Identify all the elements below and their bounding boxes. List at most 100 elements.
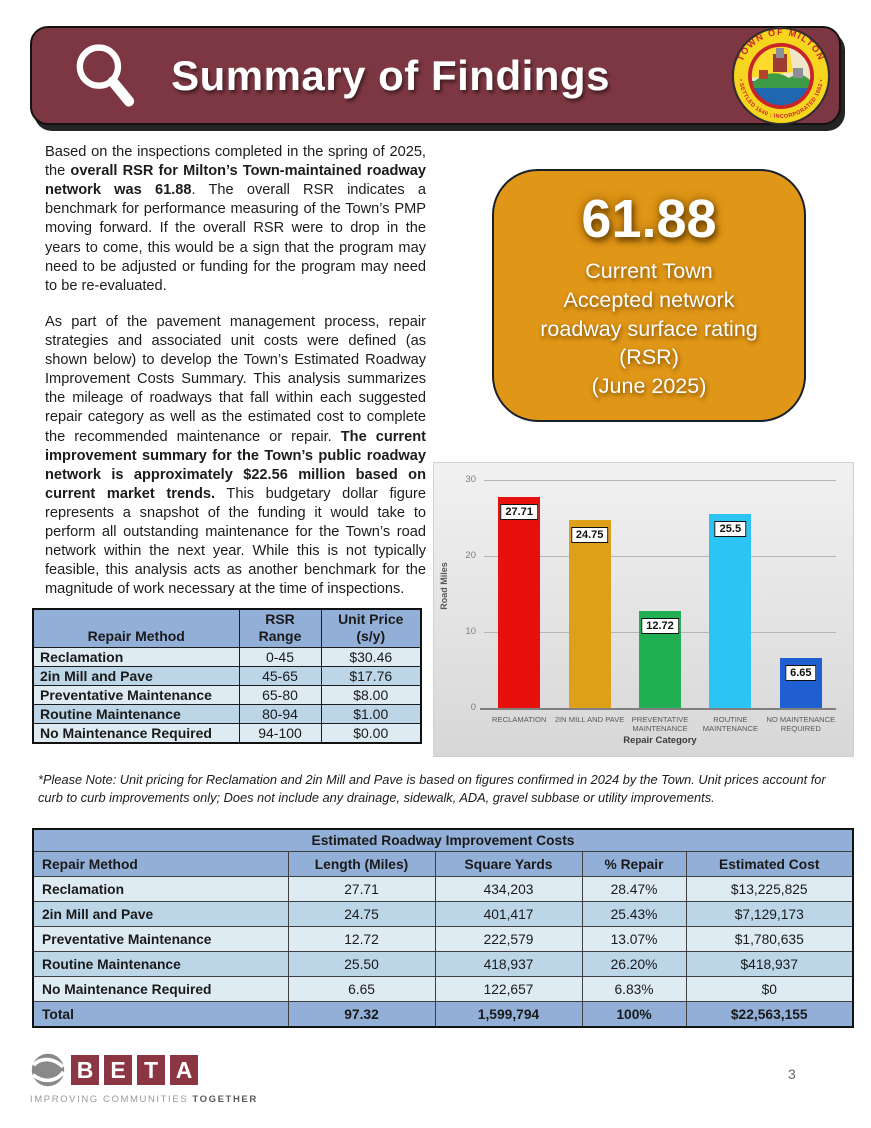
beta-letter-tile: T: [137, 1055, 165, 1085]
town-of-milton-seal-icon: TOWN OF MILTON • SETTLED 1640 : INCORPOR…: [732, 27, 830, 125]
costs-cell: $13,225,825: [685, 876, 854, 902]
chart-x-axis-title: Repair Category: [623, 735, 697, 746]
costs-header-cell: Repair Method: [32, 851, 289, 877]
costs-cell: 401,417: [434, 901, 583, 927]
costs-cell: $418,937: [685, 951, 854, 977]
footnote-text: *Please Note: Unit pricing for Reclamati…: [38, 772, 826, 806]
costs-cell: Reclamation: [32, 876, 289, 902]
unit-price-row: Reclamation 0-45 $30.46: [32, 646, 422, 667]
unit-price-cell: $8.00: [320, 684, 422, 705]
costs-total-cell: 97.32: [287, 1001, 436, 1028]
chart-y-tick-label: 30: [465, 474, 476, 485]
chart-y-tick-label: 0: [470, 702, 476, 713]
bar-value-label: 24.75: [570, 526, 609, 543]
costs-cell: 28.47%: [581, 876, 687, 902]
beta-tagline-normal: IMPROVING COMMUNITIES: [30, 1094, 193, 1105]
rsr-caption-line: Accepted network: [563, 287, 735, 312]
unit-price-cell: $0.00: [320, 722, 422, 744]
costs-header-cell: % Repair: [581, 851, 687, 877]
unit-price-table: Repair Method RSR Range Unit Price (s/y) R…: [32, 608, 422, 744]
text-segment: . The overall RSR indicates a benchmark …: [45, 182, 426, 294]
costs-cell: 6.83%: [581, 976, 687, 1002]
unit-price-cell: 80-94: [238, 703, 322, 724]
bar-routine-maintenance: [709, 514, 752, 708]
costs-row: Reclamation 27.71 434,203 28.47% $13,225,825: [32, 876, 854, 902]
rsr-caption-line: roadway surface rating: [540, 316, 758, 341]
bar-value-label: 12.72: [641, 618, 679, 635]
costs-header-cell: Estimated Cost: [685, 851, 854, 877]
bar-reclamation: [498, 497, 541, 708]
costs-cell: 24.75: [287, 901, 436, 927]
unit-price-cell: Preventative Maintenance: [32, 684, 240, 705]
unit-price-cell: 65-80: [238, 684, 322, 705]
costs-table-title: Estimated Roadway Improvement Costs: [32, 828, 854, 852]
intro-paragraph-1: Based on the inspections completed in th…: [45, 143, 426, 296]
chart-gridline: [484, 556, 836, 557]
costs-header-cell: Square Yards: [434, 851, 583, 877]
page-title: Summary of Findings: [171, 51, 610, 99]
chart-category-label: PREVENTATIVE MAINTENANCE: [631, 715, 689, 734]
costs-cell: 6.65: [287, 976, 436, 1002]
rsr-value: 61.88: [581, 188, 717, 249]
costs-cell: $1,780,635: [685, 926, 854, 952]
costs-table-title-row: Estimated Roadway Improvement Costs: [32, 828, 854, 852]
unit-price-cell: $17.76: [320, 665, 422, 686]
costs-total-row: Total 97.32 1,599,794 100% $22,563,155: [32, 1001, 854, 1028]
bar-2in-mill-and-pave: [568, 519, 611, 708]
costs-cell: 222,579: [434, 926, 583, 952]
road-miles-bar-chart: Road Miles Repair Category 0 10 20 30 27.71 R…: [433, 462, 854, 757]
chart-category-label: NO MAINTENANCE REQUIRED: [766, 715, 836, 734]
unit-price-header-cell: RSR Range: [238, 608, 322, 648]
text-segment: overall RSR for Milton’s Town-maintained…: [45, 163, 426, 199]
unit-price-header-cell: Unit Price (s/y): [320, 608, 422, 648]
intro-text-column: Based on the inspections completed in th…: [45, 143, 426, 617]
bar-value-label: 27.71: [500, 504, 538, 521]
unit-price-cell: 2in Mill and Pave: [32, 665, 240, 686]
unit-price-row: Routine Maintenance 80-94 $1.00: [32, 703, 422, 724]
unit-price-table-header-row: Repair Method RSR Range Unit Price (s/y): [32, 608, 422, 648]
unit-price-cell: $30.46: [320, 646, 422, 667]
beta-letter-tile: A: [170, 1055, 198, 1085]
text-segment: Based on the inspections completed in th…: [45, 144, 426, 180]
unit-price-cell: Routine Maintenance: [32, 703, 240, 724]
page-number: 3: [788, 1066, 796, 1082]
chart-category-label: RECLAMATION: [492, 715, 547, 724]
costs-cell: 122,657: [434, 976, 583, 1002]
costs-cell: 25.43%: [581, 901, 687, 927]
costs-cell: No Maintenance Required: [32, 976, 289, 1002]
unit-price-row: Preventative Maintenance 65-80 $8.00: [32, 684, 422, 705]
rsr-caption-line: (RSR): [619, 345, 679, 370]
text-segment: This budgetary dollar figure represents …: [45, 485, 426, 598]
costs-total-cell: 100%: [581, 1001, 687, 1028]
costs-cell: 2in Mill and Pave: [32, 901, 289, 927]
costs-cell: 26.20%: [581, 951, 687, 977]
intro-paragraph-2: As part of the pavement management proce…: [45, 313, 426, 600]
unit-price-header-cell: Repair Method: [32, 608, 240, 648]
costs-row: Routine Maintenance 25.50 418,937 26.20% $41…: [32, 951, 854, 977]
costs-cell: $0: [685, 976, 854, 1002]
costs-table-header-row: Repair Method Length (Miles) Square Yards%…: [32, 851, 854, 877]
beta-letter-tile: E: [104, 1055, 132, 1085]
chart-x-axis-line: [480, 708, 836, 710]
chart-category-label: ROUTINE MAINTENANCE: [702, 715, 759, 734]
chart-gridline: [484, 480, 836, 481]
rsr-callout-box: 61.88 Current Town Accepted network road…: [492, 169, 806, 422]
chart-y-tick-label: 20: [465, 550, 476, 561]
costs-cell: 13.07%: [581, 926, 687, 952]
unit-price-cell: No Maintenance Required: [32, 722, 240, 744]
beta-tagline-bold: TOGETHER: [192, 1094, 258, 1105]
text-segment: The current improvement summary for the …: [45, 428, 427, 502]
unit-price-cell: 0-45: [238, 646, 322, 667]
chart-category-label: 2IN MILL AND PAVE: [554, 715, 625, 724]
unit-price-row: 2in Mill and Pave 45-65 $17.76: [32, 665, 422, 686]
costs-total-cell: $22,563,155: [685, 1001, 854, 1028]
costs-cell: 418,937: [434, 951, 583, 977]
costs-row: No Maintenance Required 6.65 122,657 6.83% $…: [32, 976, 854, 1002]
chart-y-tick-label: 10: [465, 626, 476, 637]
unit-price-cell: $1.00: [320, 703, 422, 724]
bar-value-label: 6.65: [785, 664, 817, 681]
beta-tagline: IMPROVING COMMUNITIES TOGETHER: [30, 1094, 258, 1105]
magnifier-icon: [76, 44, 135, 107]
